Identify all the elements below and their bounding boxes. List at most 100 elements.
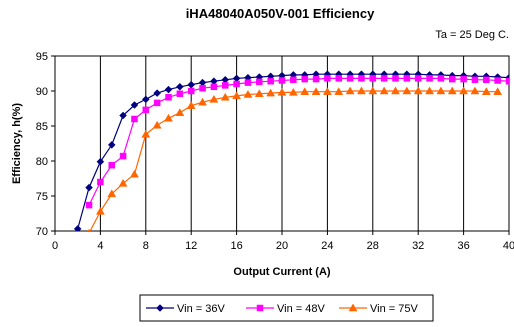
data-point [334,87,344,95]
data-point [447,86,457,95]
data-point [131,115,138,123]
data-point [459,86,469,95]
data-point [130,101,139,109]
legend: Vin = 36V Vin = 48V Vin = 75V [139,294,434,322]
data-point [312,75,320,83]
data-point [357,86,366,95]
data-point [345,86,355,95]
data-point [426,75,433,82]
data-point [176,90,184,98]
data-point [222,82,229,89]
data-point [449,75,456,83]
data-point [391,86,400,95]
data-point [119,152,127,160]
data-point [413,86,423,95]
data-point [198,97,207,106]
legend-label: Vin = 75V [370,303,418,315]
data-point [153,99,161,107]
data-point [471,76,479,84]
data-point [425,86,434,95]
data-point [119,111,127,120]
data-point [164,85,173,94]
data-point [288,87,298,96]
data-point [414,75,422,82]
x-tick-label: 0 [52,240,58,252]
data-point [392,75,399,82]
data-point [277,87,287,96]
data-point [380,75,388,82]
data-point [142,106,150,114]
data-point [232,91,242,100]
legend-marker [156,304,164,312]
data-point [233,80,240,88]
data-point [164,113,173,122]
x-axis-label: Output Current (A) [233,266,330,278]
data-point [187,80,196,89]
data-point [187,87,195,95]
data-point [209,94,219,103]
temperature-annotation: Ta = 25 Deg C. [435,29,509,41]
data-point [324,75,331,82]
data-point [460,75,467,83]
data-point [210,83,218,91]
x-tick-label: 16 [230,240,242,252]
y-axis-label: Efficiency, h(%) [11,103,23,184]
y-tick-label: 85 [36,121,48,133]
data-point [379,86,389,95]
legend-label: Vin = 48V [277,303,325,315]
data-point [243,89,253,98]
data-point [300,87,310,95]
data-point [358,75,365,82]
legend-box [139,294,434,322]
chart-title: iHA48040A050V-001 Efficiency [186,6,375,21]
data-point [199,84,206,92]
x-tick-label: 20 [276,240,288,252]
data-point [301,75,308,83]
legend-marker [348,303,358,312]
x-tick-label: 28 [367,240,379,252]
series-3 [87,86,503,231]
data-point [118,178,128,187]
legend-entry: Vin = 75V [339,303,418,315]
data-point [266,88,276,97]
data-point [470,86,480,95]
y-tick-label: 90 [36,86,48,98]
x-tick-label: 32 [412,240,424,252]
data-point [311,87,321,95]
data-point [130,169,139,178]
data-point [346,75,354,82]
data-point [256,78,263,86]
data-point [505,77,509,85]
legend-entry: Vin = 48V [246,303,325,315]
series-line [89,90,498,231]
x-tick-label: 36 [457,240,469,252]
data-point [402,86,412,95]
data-point [73,225,82,231]
legend-entry: Vin = 36V [146,303,225,315]
data-point [437,75,445,82]
series-line [88,77,509,206]
data-point [152,120,162,129]
data-point [141,129,151,138]
data-point [175,108,185,116]
data-point [95,206,105,215]
y-tick-label: 80 [36,156,48,168]
data-point [335,75,342,82]
data-point [493,87,503,95]
data-point [141,95,150,104]
data-point [153,89,162,97]
data-point [220,92,230,101]
y-tick-label: 95 [36,51,48,63]
y-tick-label: 70 [36,226,48,238]
x-tick-label: 12 [185,240,197,252]
x-tick-label: 4 [97,240,103,252]
data-point [85,201,93,209]
axis-ticks: 0 4 8 12 16 20 24 28 32 36 40 70 75 80 85 90 95 [36,51,514,252]
data-point [107,141,116,149]
data-point [403,75,411,82]
y-tick-label: 75 [36,191,48,203]
legend-label: Vin = 36V [177,303,225,315]
data-point [436,86,446,95]
data-point [87,228,91,231]
